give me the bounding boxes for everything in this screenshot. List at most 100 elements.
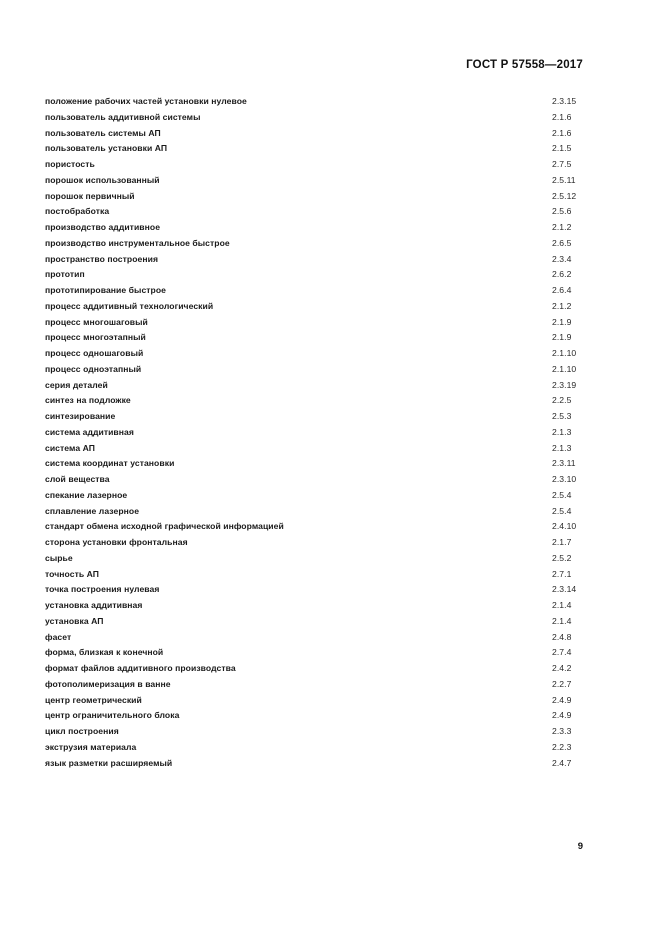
index-entry-term: порошок использованный [45,174,160,185]
index-entry-reference: 2.6.2 [552,269,572,280]
index-entry-term: фасет [45,631,72,642]
index-entry-term: сырье [45,552,73,563]
index-entry-term: фотополимеризация в ванне [45,678,171,689]
index-entry-reference: 2.3.4 [552,253,572,264]
index-entry-reference: 2.4.7 [552,757,572,768]
index-entry-reference: 2.1.4 [552,600,572,610]
index-entry-row: слой вещества 2.3.10 [45,472,581,488]
index-entry-reference: 2.4.9 [552,710,572,721]
index-entry-row: сторона установки фронтальная 2.1.7 [45,535,581,551]
index-entry-reference: 2.2.7 [552,678,572,689]
index-entry-reference: 2.5.2 [552,552,572,563]
index-entry-row: стандарт обмена исходной графической инф… [45,519,581,535]
index-entry-term: процесс многоэтапный [45,332,146,343]
index-entry-row: пользователь системы АП 2.1.6 [45,126,581,142]
index-entry-row: экструзия материала 2.2.3 [45,740,581,756]
index-entry-reference: 2.4.8 [552,631,572,642]
index-entry-row: положение рабочих частей установки нулев… [45,94,581,110]
index-entry-term: формат файлов аддитивного производства [45,663,236,673]
index-entry-term: прототипирование быстрое [45,285,167,295]
index-entry-reference: 2.4.10 [552,521,577,532]
index-entry-row: формат файлов аддитивного производства 2.… [45,661,581,677]
index-entry-term: процесс одноэтапный [45,363,142,374]
index-entry-term: спекание лазерное [45,489,128,500]
index-entry-term: процесс аддитивный технологический [45,300,214,311]
index-entry-row: процесс одношаговый 2.1.10 [45,346,581,362]
index-entry-reference: 2.5.4 [552,505,572,516]
index-entry-row: система АП 2.1.3 [45,441,581,457]
index-entry-row: производство инструментальное быстрое 2.6… [45,236,581,252]
index-entry-reference: 2.3.11 [552,458,576,469]
index-entry-term: форма, близкая к конечной [45,647,164,658]
index-entry-reference: 2.6.4 [552,285,572,295]
index-entry-row: процесс одноэтапный 2.1.10 [45,362,581,378]
index-entry-row: система координат установки 2.3.11 [45,456,581,472]
index-entry-reference: 2.2.3 [552,741,572,752]
index-entry-row: пространство построения 2.3.4 [45,252,581,268]
index-entry-row: постобработка 2.5.6 [45,204,581,220]
index-entry-reference: 2.5.4 [552,489,572,500]
index-entry-reference: 2.3.19 [552,379,577,390]
index-entry-row: точность АП 2.7.1 [45,567,581,583]
index-entry-row: установка АП 2.1.4 [45,614,581,630]
index-entry-row: спекание лазерное 2.5.4 [45,488,581,504]
index-entry-reference: 2.6.5 [552,237,572,248]
index-entry-reference: 2.3.10 [552,474,577,484]
index-entry-reference: 2.1.5 [552,143,572,154]
running-head-standard-title: ГОСТ Р 57558—2017 [466,59,583,71]
index-entry-row: порошок использованный 2.5.11 [45,173,581,189]
index-entry-row: язык разметки расширяемый 2.4.7 [45,756,581,772]
index-entry-row: сплавление лазерное 2.5.4 [45,504,581,520]
index-entry-reference: 2.7.4 [552,647,572,658]
page-number: 9 [577,841,583,852]
index-entry-term: точность АП [45,568,100,579]
index-entry-term: слой вещества [45,474,110,484]
index-entry-reference: 2.1.4 [552,615,572,626]
index-entry-term: экструзия материала [45,741,137,752]
index-entry-row: центр геометрический 2.4.9 [45,693,581,709]
index-entry-reference: 2.5.6 [552,206,572,217]
index-entry-term: прототип [45,269,85,280]
index-entry-reference: 2.4.2 [552,663,572,673]
index-entry-row: порошок первичный 2.5.12 [45,189,581,205]
index-entry-term: цикл построения [45,726,119,736]
index-entry-term: серия деталей [45,379,108,390]
index-entry-term: порошок первичный [45,190,135,201]
index-entry-reference: 2.1.6 [552,127,572,138]
index-entry-term: точка построения нулевая [45,584,160,595]
index-entry-reference: 2.3.14 [552,584,577,595]
index-entry-term: пользователь системы АП [45,127,161,138]
index-entry-row: пользователь установки АП 2.1.5 [45,141,581,157]
index-entry-row: система аддитивная 2.1.3 [45,425,581,441]
index-entry-row: центр ограничительного блока 2.4.9 [45,708,581,724]
index-entry-reference: 2.1.9 [552,316,572,327]
index-entry-term: синтез на подложке [45,395,131,406]
index-entry-reference: 2.5.12 [552,190,577,201]
index-entry-reference: 2.1.3 [552,426,572,437]
index-entry-term: установка аддитивная [45,600,143,610]
index-entry-row: установка аддитивная 2.1.4 [45,598,581,614]
index-entry-term: процесс одношаговый [45,348,144,358]
index-entry-reference: 2.1.6 [552,111,572,122]
index-entry-row: прототипирование быстрое 2.6.4 [45,283,581,299]
index-entry-row: пользователь аддитивной системы 2.1.6 [45,110,581,126]
index-entry-term: постобработка [45,206,110,217]
index-entry-reference: 2.7.5 [552,159,572,169]
index-entry-term: пользователь установки АП [45,143,168,154]
index-entry-term: пользователь аддитивной системы [45,111,201,122]
index-entry-row: процесс многоэтапный 2.1.9 [45,330,581,346]
index-entry-row: форма, близкая к конечной 2.7.4 [45,645,581,661]
index-entry-term: центр геометрический [45,694,142,705]
index-entry-term: система АП [45,442,95,453]
index-entry-reference: 2.5.3 [552,411,572,421]
index-entry-term: производство аддитивное [45,222,161,232]
index-entry-term: синтезирование [45,411,116,421]
index-entry-row: точка построения нулевая 2.3.14 [45,582,581,598]
index-entry-reference: 2.7.1 [552,568,572,579]
index-entry-row: пористость 2.7.5 [45,157,581,173]
index-entry-term: процесс многошаговый [45,316,148,327]
index-entry-term: центр ограничительного блока [45,710,180,721]
index-entry-reference: 2.1.10 [552,348,577,358]
index-entry-reference: 2.1.9 [552,332,572,343]
